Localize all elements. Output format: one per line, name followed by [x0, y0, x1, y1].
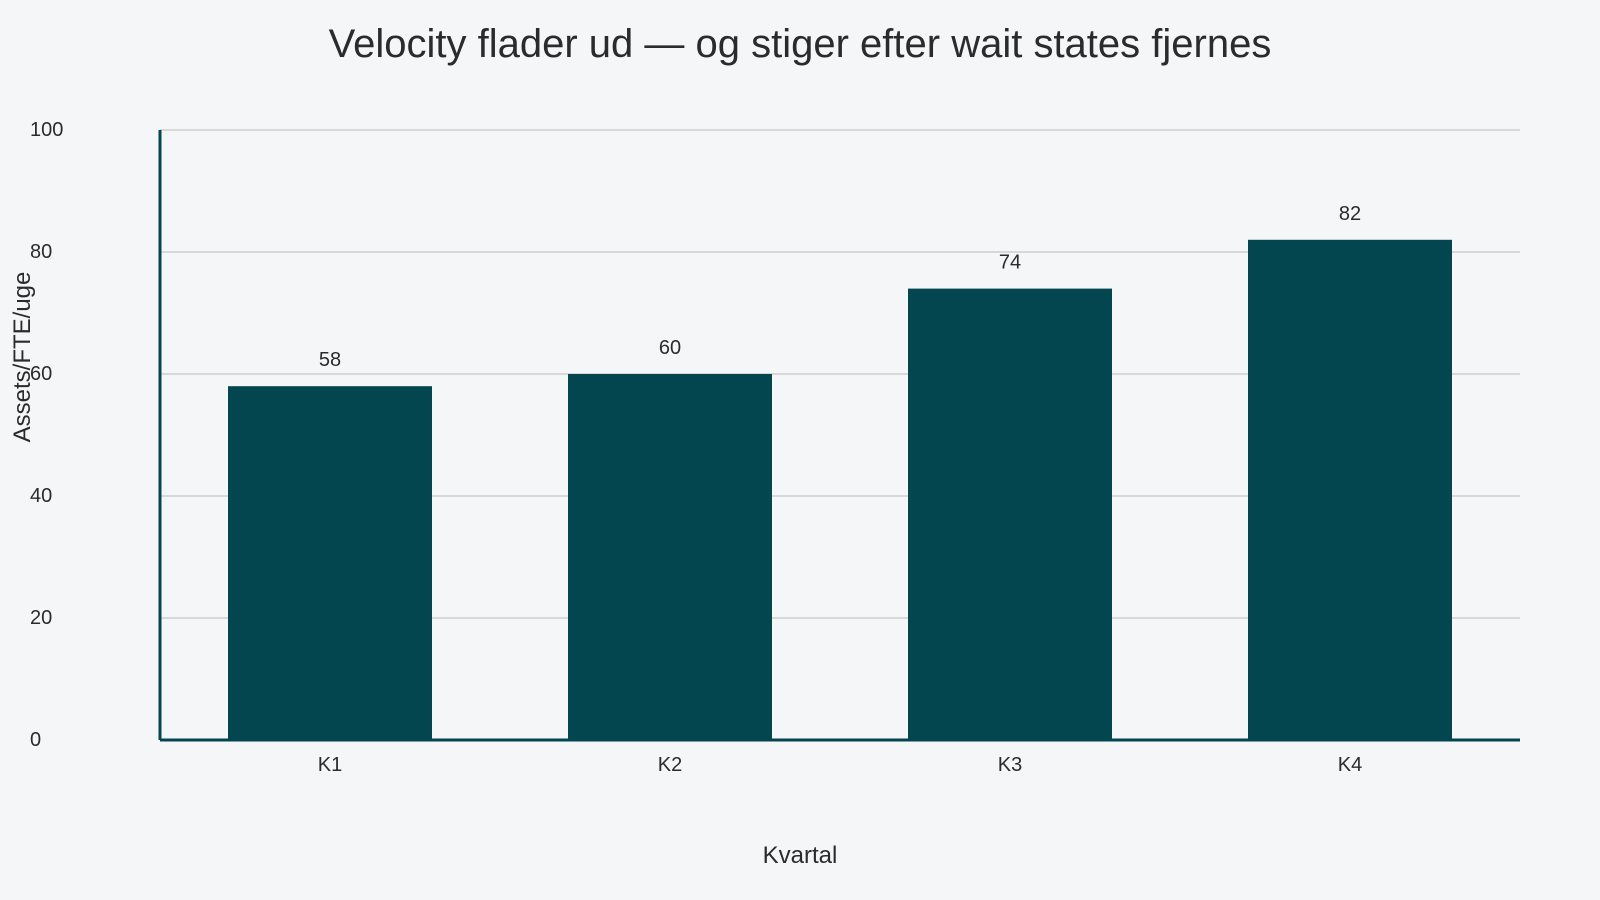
x-tick-label: K2 [658, 754, 682, 776]
y-tick-label: 20 [30, 607, 52, 629]
x-tick-label: K4 [1338, 754, 1362, 776]
bar-k4 [1248, 239, 1452, 741]
bar-k3 [908, 288, 1112, 740]
x-axis-title: Kvartal [762, 842, 838, 869]
x-tick-label: K3 [998, 754, 1022, 776]
bar-value-label: 82 [1339, 203, 1361, 225]
y-tick-label: 100 [30, 119, 63, 141]
bar-value-label: 60 [659, 337, 681, 359]
bar-value-label: 74 [999, 252, 1021, 274]
bar-k2 [568, 374, 772, 740]
y-tick-label: 0 [30, 729, 41, 751]
x-tick-label: K1 [318, 754, 342, 776]
bar-k1 [228, 386, 432, 740]
y-axis-title: Assets/FTE/uge [9, 271, 36, 443]
y-tick-label: 60 [30, 363, 52, 385]
chart-title: Velocity flader ud — og stiger efter wai… [328, 22, 1272, 66]
y-tick-label: 40 [30, 485, 52, 507]
y-tick-label: 80 [30, 241, 52, 263]
bar-value-label: 58 [319, 349, 341, 371]
